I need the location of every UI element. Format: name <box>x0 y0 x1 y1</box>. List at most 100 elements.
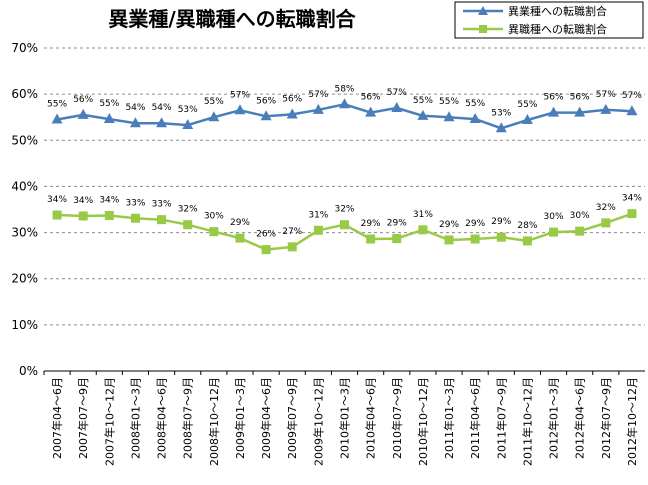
data-label: 30% <box>544 212 564 222</box>
x-tick-label: 2008年01～3月 <box>128 377 142 459</box>
y-tick-label: 60% <box>11 87 38 101</box>
data-point <box>208 111 220 122</box>
series-1: 34% 34% 34% 33% 33% 32% 30% 29% 26% 27% 31% 32% 29% 2… <box>47 194 642 255</box>
data-point <box>103 113 115 124</box>
x-tick-label: 2009年04～6月 <box>259 377 273 459</box>
x-tick-label: 2009年01～3月 <box>233 377 247 459</box>
data-point <box>469 113 481 124</box>
x-tick-label: 2012年01～3月 <box>547 377 561 459</box>
data-point <box>78 211 88 221</box>
legend-item-1: 異職種への転職割合 <box>463 22 607 36</box>
y-tick-label: 40% <box>11 179 38 193</box>
data-label: 34% <box>47 195 67 205</box>
data-label: 32% <box>596 203 616 213</box>
y-tick-label: 50% <box>11 133 38 147</box>
data-label: 33% <box>125 198 145 208</box>
data-point <box>157 215 167 225</box>
data-point <box>339 98 350 109</box>
data-point <box>443 111 455 122</box>
data-point <box>129 117 141 128</box>
data-label: 30% <box>570 211 590 221</box>
data-label: 31% <box>308 210 328 220</box>
legend-item-0: 異業種への転職割合 <box>463 4 607 18</box>
data-label: 58% <box>334 84 354 94</box>
chart-title: 異業種/異職種への転職割合 <box>108 7 356 31</box>
data-label: 31% <box>413 210 433 220</box>
legend-marker-0 <box>478 6 488 15</box>
data-label: 34% <box>622 194 642 204</box>
data-label: 57% <box>622 91 642 101</box>
data-point <box>470 234 480 244</box>
data-point <box>340 220 349 230</box>
data-point <box>234 104 246 115</box>
y-tick-label: 0% <box>19 364 38 378</box>
data-point <box>521 113 533 124</box>
legend-label-0: 異業種への転職割合 <box>508 4 607 18</box>
gridlines <box>44 47 645 372</box>
series-0: 55% 56% 55% 54% 54% 53% 55% 57% 56% 56% 57% 58% 56% 5… <box>47 84 642 133</box>
data-label: 29% <box>439 220 459 230</box>
x-axis-ticks: 2007年04～6月 2007年07～9月 2007年10～12月 2008年01～3… <box>43 371 639 466</box>
data-label: 53% <box>491 108 511 118</box>
data-point <box>496 232 506 242</box>
data-label: 29% <box>230 218 250 228</box>
data-point <box>417 109 429 120</box>
data-point <box>549 227 559 237</box>
y-tick-label: 70% <box>11 41 38 55</box>
data-label: 56% <box>282 94 302 104</box>
data-point <box>261 245 271 255</box>
x-tick-label: 2011年04～6月 <box>468 377 482 459</box>
series: 55% 56% 55% 54% 54% 53% 55% 57% 56% 56% 57% 58% 56% 5… <box>47 84 642 255</box>
data-point <box>600 103 612 114</box>
data-label: 56% <box>544 93 564 103</box>
data-point <box>51 113 63 124</box>
data-label: 55% <box>517 100 537 110</box>
y-tick-label: 30% <box>11 226 38 240</box>
data-point <box>444 235 454 245</box>
x-tick-label: 2007年04～6月 <box>50 377 64 459</box>
data-label: 34% <box>99 195 119 205</box>
data-point <box>601 218 611 228</box>
data-label: 54% <box>152 103 172 113</box>
legend: 異業種への転職割合 異職種への転職割合 <box>454 1 644 39</box>
x-tick-label: 2011年01～3月 <box>442 377 456 459</box>
x-tick-label: 2010年04～6月 <box>364 377 378 459</box>
data-label: 29% <box>361 219 381 229</box>
x-tick-label: 2011年10～12月 <box>520 377 534 466</box>
x-tick-label: 2007年10～12月 <box>102 377 116 466</box>
data-label: 57% <box>596 90 616 100</box>
data-label: 55% <box>413 96 433 106</box>
legend-label-1: 異職種への転職割合 <box>508 22 607 36</box>
data-point <box>286 108 298 119</box>
data-label: 29% <box>387 219 407 229</box>
legend-marker-1 <box>479 25 487 33</box>
data-point <box>260 110 272 121</box>
data-point <box>312 103 324 114</box>
data-point <box>313 225 323 235</box>
data-point <box>183 220 193 230</box>
x-tick-label: 2009年10～12月 <box>311 377 325 466</box>
data-label: 30% <box>204 212 224 222</box>
x-tick-label: 2010年01～3月 <box>338 377 352 459</box>
x-tick-label: 2009年07～9月 <box>285 377 299 459</box>
data-label: 55% <box>465 99 485 109</box>
data-label: 56% <box>73 95 93 105</box>
x-tick-label: 2010年07～9月 <box>390 377 404 459</box>
x-tick-label: 2007年07～9月 <box>76 377 90 459</box>
data-point <box>522 236 532 246</box>
data-label: 29% <box>465 219 485 229</box>
data-label: 55% <box>99 99 119 109</box>
data-point <box>287 242 297 252</box>
x-tick-label: 2010年10～12月 <box>416 377 430 466</box>
data-point <box>418 225 428 235</box>
data-point <box>104 210 114 220</box>
data-label: 56% <box>361 93 381 103</box>
data-label: 56% <box>570 93 590 103</box>
data-label: 54% <box>125 103 145 113</box>
data-label: 56% <box>256 96 276 106</box>
data-label: 26% <box>256 230 276 240</box>
x-tick-label: 2008年10～12月 <box>207 377 221 466</box>
data-point <box>627 209 637 219</box>
data-point <box>77 108 89 119</box>
